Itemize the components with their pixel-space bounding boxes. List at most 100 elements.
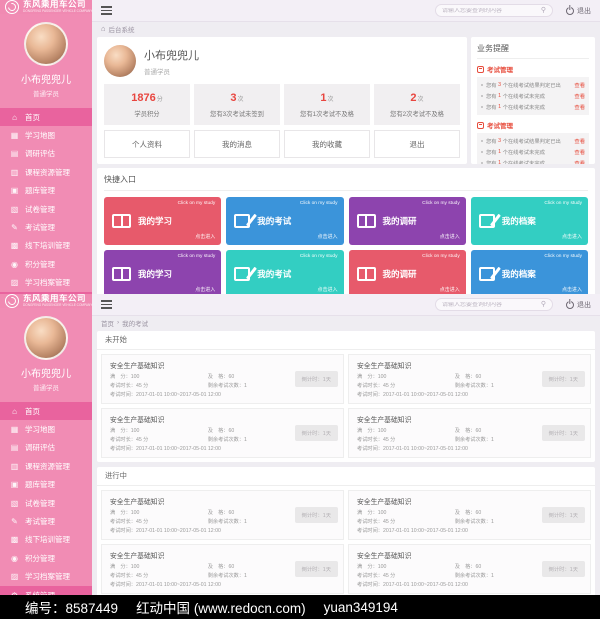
sidebar-menu-item[interactable]: ⚙ 系统管理 (0, 585, 92, 595)
quick-tile[interactable]: Click on my study 我的调研 点击进入 (348, 197, 466, 245)
sidebar-menu-item[interactable]: ▦ 学习地图 (0, 126, 92, 144)
search-box[interactable]: ⚲ (435, 4, 553, 17)
view-link[interactable]: 查看 (574, 94, 585, 100)
brand-logo[interactable]: 东风乘用车公司 DONGFENG PASSENGER VEHICLE COMPA… (0, 294, 92, 308)
sidebar-menu-item[interactable]: ▩ 线下培训管理 (0, 531, 92, 549)
countdown-button[interactable]: 倒计时：1天 (294, 507, 338, 523)
tile-enter-link[interactable]: 点击进入 (195, 287, 216, 293)
view-link[interactable]: 查看 (574, 161, 585, 164)
avatar[interactable] (104, 45, 136, 77)
logout-button[interactable]: 退出 (566, 300, 591, 310)
sidebar-menu-item[interactable]: ▧ 试卷管理 (0, 494, 92, 512)
exam-time-range: 考试时间：2017-01-01 10:00~2017-05-01 12:00 (110, 528, 221, 534)
search-icon[interactable]: ⚲ (540, 301, 546, 308)
countdown-button[interactable]: 倒计时：1天 (294, 561, 338, 577)
exam-pass-score: 及 格：60 (207, 564, 235, 570)
tile-hint-en: Click on my study (177, 254, 216, 259)
sidebar-menu-item[interactable]: ▥ 课程资源管理 (0, 457, 92, 475)
sidebar-menu-item[interactable]: ▨ 学习档案管理 (0, 274, 92, 292)
tile-enter-link[interactable]: 点击进入 (317, 287, 338, 293)
quick-tile[interactable]: Click on my study 我的调研 点击进入 (348, 250, 466, 294)
search-icon[interactable]: ⚲ (540, 7, 546, 14)
quick-tile[interactable]: Click on my study 我的档案 点击进入 (470, 197, 588, 245)
sidebar-menu-item[interactable]: ✎ 考试管理 (0, 218, 92, 236)
hamburger-menu-icon[interactable] (101, 6, 112, 15)
view-link[interactable]: 查看 (574, 150, 585, 156)
sidebar-menu-item[interactable]: ⚙ 系统管理 (0, 291, 92, 294)
footer-code: 编号：8587449 (25, 601, 119, 616)
sidebar-menu-item[interactable]: ▥ 课程资源管理 (0, 163, 92, 181)
main-area: ⚲ 退出 首页 › 我的考试 未开始 安全生产基础知识 (92, 294, 600, 595)
tile-enter-link[interactable]: 点击进入 (439, 234, 460, 240)
view-link[interactable]: 查看 (574, 105, 585, 111)
quick-tile[interactable]: Click on my study 我的考试 点击进入 (226, 197, 344, 245)
power-icon (566, 6, 574, 15)
stat-box[interactable]: 1次 您有1次考试不及格 (284, 84, 370, 125)
reminder-count: 1 (498, 160, 502, 164)
avatar[interactable] (24, 22, 68, 66)
sidebar-menu-item[interactable]: ▧ 试卷管理 (0, 200, 92, 218)
exam-time-range: 考试时间：2017-01-01 10:00~2017-05-01 12:00 (110, 582, 221, 588)
countdown-button[interactable]: 倒计时：1天 (294, 425, 338, 441)
breadcrumb: 首页 › 我的考试 (92, 316, 600, 329)
sidebar-menu-item[interactable]: ▦ 学习地图 (0, 420, 92, 438)
exam-title: 安全生产基础知识 (110, 553, 165, 560)
reminder-group: 考试管理 您有 3 个在线考试结果判定已出 查看 (477, 120, 589, 164)
view-link[interactable]: 查看 (574, 83, 585, 89)
tile-enter-link[interactable]: 点击进入 (439, 287, 460, 293)
profile-action-button[interactable]: 个人资料 (104, 130, 190, 158)
sidebar-menu: ⌂ 首页 ▦ 学习地图 ▤ 调研评估 ▥ 课程资源管理 ▣ 题库管理 ▧ 试卷管… (0, 402, 92, 595)
logout-button[interactable]: 退出 (566, 6, 591, 16)
exam-title: 安全生产基础知识 (357, 553, 412, 560)
stat-value: 3 (230, 92, 237, 104)
exam-attempts: 剩余考试次数：1 (207, 573, 247, 579)
countdown-button[interactable]: 倒计时：1天 (541, 561, 585, 577)
countdown-button[interactable]: 倒计时：1天 (541, 371, 585, 387)
avatar[interactable] (24, 316, 68, 360)
profile-action-button[interactable]: 退出 (374, 130, 460, 158)
sidebar-menu-item[interactable]: ▨ 学习档案管理 (0, 568, 92, 586)
sidebar-menu-item[interactable]: ⌂ 首页 (0, 108, 92, 127)
sidebar-menu-item[interactable]: ▣ 题库管理 (0, 476, 92, 494)
sidebar-menu-item[interactable]: ▤ 调研评估 (0, 145, 92, 163)
sidebar-menu-item[interactable]: ▩ 线下培训管理 (0, 237, 92, 255)
tile-enter-link[interactable]: 点击进入 (561, 287, 582, 293)
menu-item-icon: ▣ (10, 480, 19, 490)
sidebar-menu-item[interactable]: ▣ 题库管理 (0, 182, 92, 200)
exam-duration: 考试时长：45 分 (110, 383, 149, 389)
tile-enter-link[interactable]: 点击进入 (195, 234, 216, 240)
quick-tile[interactable]: Click on my study 我的学习 点击进入 (104, 197, 222, 245)
profile-action-button[interactable]: 我的消息 (194, 130, 280, 158)
countdown-button[interactable]: 倒计时：1天 (541, 425, 585, 441)
sidebar-menu-item[interactable]: ⌂ 首页 (0, 402, 92, 421)
user-role: 普通学员 (33, 385, 59, 392)
sidebar-menu-item[interactable]: ◉ 积分管理 (0, 255, 92, 273)
search-input[interactable] (442, 301, 541, 308)
search-input[interactable] (442, 7, 541, 14)
footer-user: yuan349194 (323, 599, 398, 615)
sidebar-menu-item[interactable]: ◉ 积分管理 (0, 549, 92, 567)
stat-unit: 分 (156, 97, 163, 103)
home-icon[interactable]: ⌂ (101, 24, 106, 33)
quick-tile[interactable]: Click on my study 我的考试 点击进入 (226, 250, 344, 294)
sidebar-menu-item[interactable]: ✎ 考试管理 (0, 512, 92, 530)
sidebar-menu-item[interactable]: ▤ 调研评估 (0, 439, 92, 457)
search-box[interactable]: ⚲ (435, 298, 553, 311)
breadcrumb-home[interactable]: 首页 (101, 320, 114, 328)
quick-tile[interactable]: Click on my study 我的学习 点击进入 (104, 250, 222, 294)
stat-box[interactable]: 2次 您有2次考试不及格 (374, 84, 460, 125)
reminder-count: 1 (498, 104, 502, 110)
tile-title: 我的学习 (138, 216, 173, 226)
stat-box[interactable]: 1876分 学员积分 (104, 84, 190, 125)
countdown-button[interactable]: 倒计时：1天 (541, 507, 585, 523)
quick-tile[interactable]: Click on my study 我的档案 点击进入 (470, 250, 588, 294)
tile-enter-link[interactable]: 点击进入 (561, 234, 582, 240)
tile-hint-en: Click on my study (177, 201, 216, 206)
view-link[interactable]: 查看 (574, 139, 585, 145)
tile-enter-link[interactable]: 点击进入 (317, 234, 338, 240)
brand-logo[interactable]: 东风乘用车公司 DONGFENG PASSENGER VEHICLE COMPA… (0, 0, 92, 14)
hamburger-menu-icon[interactable] (101, 300, 112, 309)
stat-box[interactable]: 3次 您有3次考试未签到 (194, 84, 280, 125)
profile-action-button[interactable]: 我的收藏 (284, 130, 370, 158)
countdown-button[interactable]: 倒计时：1天 (294, 371, 338, 387)
